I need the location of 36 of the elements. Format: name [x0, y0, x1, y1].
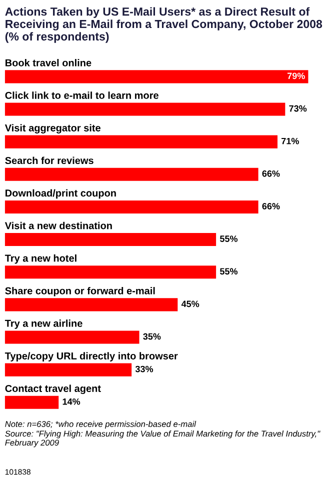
y-tick-label: Book travel online	[6, 58, 92, 66]
data-label: 73%	[289, 105, 307, 112]
bar	[4, 266, 216, 279]
bar	[4, 330, 140, 344]
y-tick-label: Visit a new destination	[4, 222, 112, 230]
data-label: 55%	[220, 268, 238, 275]
bar	[4, 102, 286, 116]
source-note: Source: "Flying High: Measuring the Value of Email Marketing for the Travel Industry," February 2009	[5, 430, 320, 448]
y-tick-label: Contact travel agent	[5, 384, 101, 394]
bar	[4, 363, 132, 376]
data-label: 35%	[143, 333, 161, 340]
chart-title: Actions Taken by US E-Mail Users* as a Direct Result of Receiving an E-Mail from a Travel Company, October 2008 (% of respondents)	[5, 7, 322, 43]
bar	[4, 135, 278, 148]
data-label: 33%	[135, 366, 154, 372]
data-label: 55%	[220, 236, 238, 242]
y-tick-label: Click link to e-mail to learn more	[5, 92, 158, 99]
y-tick-label: Search for reviews	[5, 156, 94, 164]
bar	[4, 233, 216, 246]
y-tick-label: Share coupon or forward e-mail	[5, 286, 155, 296]
text: Note: n=636; *who receive permission-based e-mail	[5, 420, 196, 429]
data-label: 71%	[282, 138, 299, 144]
y-tick-label: Download/print coupon	[6, 189, 116, 199]
data-label: 45%	[181, 300, 200, 308]
y-tick-label: Visit aggregator site	[4, 124, 100, 134]
bar	[4, 200, 258, 214]
bar	[4, 70, 308, 84]
y-tick-label: Type/copy URL directly into browser	[4, 352, 178, 362]
bar	[4, 396, 59, 409]
y-tick-label: Try a new hotel	[4, 254, 76, 264]
bar	[4, 168, 258, 181]
data-label: 66%	[262, 202, 280, 210]
data-label: 79%	[288, 72, 305, 80]
data-label: 14%	[62, 398, 80, 405]
y-tick-label: Try a new airline	[4, 320, 82, 329]
data-label: 66%	[262, 170, 280, 177]
bar	[4, 298, 178, 312]
